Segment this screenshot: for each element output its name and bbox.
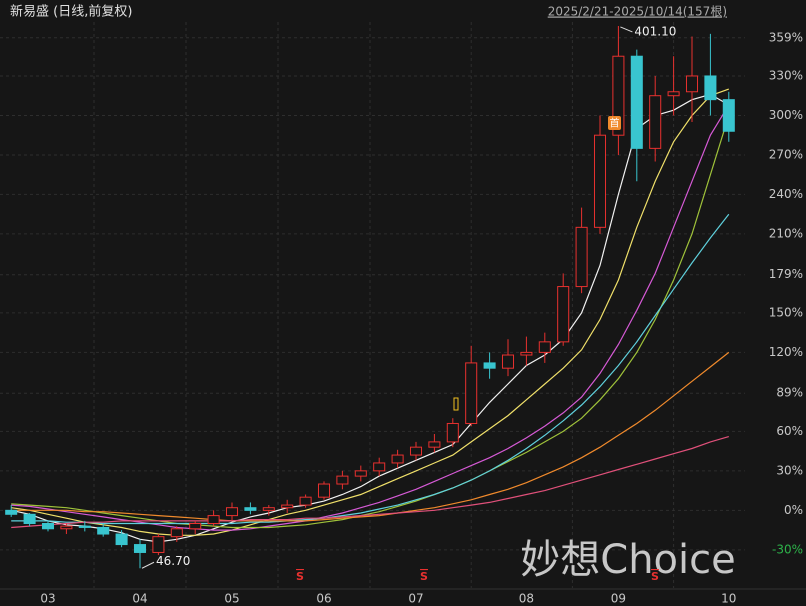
y-tick-label: 330% bbox=[769, 68, 803, 82]
candle-body bbox=[225, 507, 239, 517]
candle-body bbox=[704, 75, 717, 101]
candle-body bbox=[60, 525, 73, 530]
candle-body bbox=[133, 544, 147, 553]
y-tick-label: 270% bbox=[769, 147, 803, 161]
candle-body bbox=[483, 362, 496, 369]
candle-body bbox=[152, 536, 165, 553]
y-tick-label: 60% bbox=[776, 424, 803, 438]
ma-line bbox=[11, 88, 730, 536]
y-tick-label: 179% bbox=[769, 267, 803, 281]
watermark: 妙想Choice bbox=[520, 537, 735, 583]
high-label: 401.10 bbox=[634, 24, 676, 38]
candle-body bbox=[649, 95, 662, 149]
candle-body bbox=[630, 55, 643, 149]
ma-layer bbox=[11, 88, 730, 543]
candle-body bbox=[612, 55, 625, 136]
candle-body bbox=[373, 462, 386, 472]
y-tick-label: 30% bbox=[776, 463, 803, 477]
ma-line bbox=[11, 351, 730, 522]
candle-body bbox=[428, 441, 441, 448]
candle-body bbox=[317, 483, 331, 498]
candle-body bbox=[667, 91, 680, 97]
candle-body bbox=[78, 525, 91, 528]
badge-bg bbox=[608, 116, 621, 130]
ma-line bbox=[11, 436, 729, 529]
candle-body bbox=[170, 528, 183, 538]
y-tick-label: 210% bbox=[769, 226, 803, 240]
annotation-arrow bbox=[620, 26, 633, 33]
y-tick-label: 240% bbox=[769, 187, 803, 201]
chart-title: 新易盛 (日线,前复权) bbox=[10, 4, 132, 20]
candle-body bbox=[244, 507, 257, 511]
badge[interactable]: 首 bbox=[610, 117, 620, 130]
annotation-arrow bbox=[141, 561, 155, 569]
candle-body bbox=[189, 523, 202, 530]
ma-line bbox=[11, 115, 730, 529]
candle-body bbox=[722, 99, 735, 132]
y-tick-label: 0% bbox=[784, 503, 803, 517]
x-tick-label: 10 bbox=[721, 592, 736, 606]
y-tick-label: 359% bbox=[769, 30, 803, 44]
candle-body bbox=[391, 454, 404, 464]
signal[interactable]: S bbox=[651, 570, 659, 583]
candle-body bbox=[557, 286, 570, 343]
x-tick-label: 06 bbox=[316, 592, 331, 606]
candle-body bbox=[97, 526, 110, 535]
candle-layer bbox=[5, 25, 735, 569]
ma-line bbox=[11, 93, 730, 543]
grid-layer bbox=[0, 22, 745, 588]
x-tick-label: 05 bbox=[224, 592, 239, 606]
y-tick-label: 120% bbox=[769, 345, 803, 359]
ma-line bbox=[11, 213, 730, 525]
candle-body bbox=[446, 422, 459, 443]
candle-body bbox=[299, 496, 312, 506]
signal[interactable]: S bbox=[420, 570, 428, 583]
y-tick-label: -30% bbox=[772, 542, 803, 556]
candle-body bbox=[262, 507, 275, 511]
low-label: 46.70 bbox=[156, 554, 190, 568]
candle-body bbox=[41, 523, 55, 530]
x-tick-label: 07 bbox=[408, 592, 423, 606]
date-range[interactable]: 2025/2/21-2025/10/14(157根) bbox=[548, 5, 727, 19]
candle-body bbox=[354, 470, 367, 477]
x-tick-label: 03 bbox=[40, 592, 55, 606]
candle-body bbox=[5, 509, 18, 515]
y-tick-label: 150% bbox=[769, 305, 803, 319]
candle-body bbox=[593, 134, 607, 228]
x-tick-label: 08 bbox=[519, 592, 534, 606]
candle-body bbox=[575, 226, 588, 288]
x-tick-label: 04 bbox=[132, 592, 147, 606]
label-layer: -30% 0% 30% 60% 89% 120% 150% 179% 210% 240% 270% 3… bbox=[40, 24, 803, 605]
event-marker bbox=[453, 397, 459, 411]
candle-body bbox=[115, 533, 128, 546]
candle-body bbox=[409, 446, 423, 456]
x-tick-label: 09 bbox=[611, 592, 626, 606]
candle-body bbox=[465, 362, 478, 424]
y-tick-label: 89% bbox=[776, 386, 803, 400]
candle-body bbox=[207, 515, 220, 525]
candle-body bbox=[336, 475, 349, 485]
signal[interactable]: S bbox=[296, 570, 304, 583]
candle-body bbox=[685, 75, 699, 93]
candle-body bbox=[281, 504, 294, 509]
y-tick-label: 300% bbox=[769, 108, 803, 122]
candle-body bbox=[501, 354, 515, 369]
candle-body bbox=[538, 341, 551, 353]
candle-body bbox=[23, 513, 36, 525]
candle-body bbox=[520, 351, 533, 356]
